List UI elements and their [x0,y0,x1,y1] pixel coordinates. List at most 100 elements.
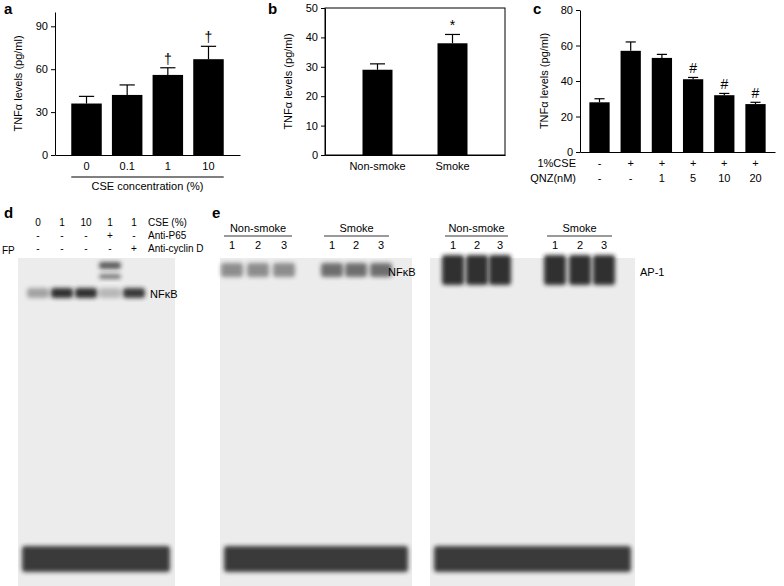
y-tick: 50 [306,2,325,14]
bar-chart: a††030609000.1110TNFα levels (pg/ml)CSE … [4,0,241,192]
axis-line [326,155,506,156]
error-cap [626,41,636,42]
group-label: Non-smoke [448,222,504,234]
tick-mark [321,155,325,156]
bar [714,95,734,152]
x-tick: 0 [83,155,89,172]
group-line [224,236,292,237]
y-tick: 10 [306,120,325,132]
row-label: 1%CSE [537,157,576,169]
axis-line [580,11,581,153]
tick-label: 1 [165,160,171,172]
error-stem [127,85,128,95]
tick-mark [51,112,55,113]
band [593,255,615,285]
band [321,263,343,277]
group-label: Non-smoke [230,222,286,234]
tick-label: 40 [561,75,573,87]
plot-area [589,42,765,152]
tick-mark [321,37,325,38]
x-tick: 1 [165,155,171,172]
lane-label: 1 [229,239,235,251]
axis-line [56,155,241,156]
band [99,288,121,298]
row-cell: 20 [749,172,761,184]
error-cap [79,96,94,97]
y-tick: 20 [561,111,580,123]
error-bar [594,99,604,103]
x-tick: 10 [202,155,214,172]
band [569,255,591,285]
tick-label: 60 [36,63,48,75]
gel-panel: d011011CSE (%)---+-Anti-P65----+Anti-cyc… [2,204,204,586]
bar [621,51,641,152]
band [75,288,97,298]
bar [683,79,703,152]
lane-label: 1 [329,239,335,251]
axis-title: CSE concentration (%) [92,180,204,192]
band [345,263,367,277]
lane-label: 1 [131,217,137,228]
category-bracket [71,177,223,178]
y-tick: 30 [306,61,325,73]
error-bar [445,34,460,43]
band [466,255,488,285]
error-cap [120,84,135,85]
error-bar [719,93,729,95]
tick-label: 80 [561,4,573,16]
axis-title: TNFα levels (pg/ml) [538,33,550,129]
band [442,255,464,285]
error-bar [370,64,385,70]
gel [18,258,175,586]
significance-mark: # [689,60,697,76]
y-tick: 40 [561,75,580,87]
tick-mark [576,46,580,47]
error-stem [377,64,378,70]
error-cap [594,98,604,99]
error-bar [626,42,636,51]
row-label: CSE (%) [148,217,187,228]
lane-label: - [132,230,135,241]
tick-label: 10 [202,160,214,172]
panel-label: b [268,0,277,17]
bar [363,70,393,155]
band-label: NFκB [150,288,178,300]
plot-frame [325,8,505,155]
tick-label: 30 [36,106,48,118]
lane-label: - [84,230,87,241]
lane-label: - [108,243,111,254]
tick-label: 0.1 [120,160,135,172]
significance-mark: † [164,51,172,67]
error-stem [452,34,453,43]
band [489,255,511,285]
bar-chart: b*01020304050Non-smokeSmokeTNFα levels (… [268,0,506,172]
error-cap [370,63,385,64]
group-label: Smoke [339,222,373,234]
error-stem [86,96,87,103]
y-axis: 01020304050 [306,2,326,161]
row-cell: + [659,157,665,169]
lane-label: 0 [35,217,41,228]
band [221,263,243,277]
tick-mark [576,117,580,118]
band-label: NFκB [388,266,416,278]
lane-label: 2 [474,239,480,251]
error-cap [688,77,698,78]
x-axis [581,152,776,154]
row-cell: 5 [690,172,696,184]
side-label: FP [2,245,15,256]
tick-mark [321,126,325,127]
row-cell: + [721,157,727,169]
y-tick: 60 [36,63,55,75]
gel-panel: eNon-smokeSmoke123123NFκBNon-smokeSmoke1… [212,204,664,586]
lane-label: 1 [552,239,558,251]
axis-title: TNFα levels (pg/ml) [282,33,294,129]
tick-label: 10 [306,120,318,132]
tick-label: Non-smoke [349,160,405,172]
figure: a††030609000.1110TNFα levels (pg/ml)CSE … [0,0,784,586]
x-tick: Non-smoke [349,155,405,172]
error-bar [657,54,667,58]
row-cell: + [627,157,633,169]
row-cell: - [598,157,602,169]
tick-mark [321,67,325,68]
